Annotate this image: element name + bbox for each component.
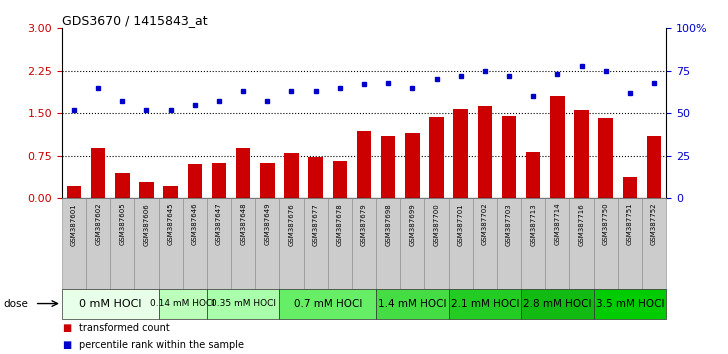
Bar	[357, 131, 371, 198]
Bar	[424, 198, 448, 289]
Bar	[550, 96, 565, 198]
Bar	[593, 289, 666, 319]
Bar	[381, 136, 395, 198]
Text: GSM387698: GSM387698	[385, 203, 391, 246]
Bar	[115, 173, 130, 198]
Text: GSM387752: GSM387752	[651, 203, 657, 245]
Bar	[260, 163, 274, 198]
Bar	[376, 289, 448, 319]
Bar	[618, 198, 642, 289]
Text: GSM387602: GSM387602	[95, 203, 101, 245]
Text: GSM387647: GSM387647	[216, 203, 222, 245]
Text: GSM387716: GSM387716	[579, 203, 585, 246]
Bar	[526, 152, 540, 198]
Text: GSM387645: GSM387645	[167, 203, 174, 245]
Text: 1.4 mM HOCl: 1.4 mM HOCl	[378, 298, 446, 309]
Bar	[642, 198, 666, 289]
Bar	[521, 198, 545, 289]
Bar	[593, 198, 618, 289]
Text: ■: ■	[62, 322, 71, 332]
Bar	[309, 158, 323, 198]
Text: ■: ■	[62, 340, 71, 350]
Bar	[304, 198, 328, 289]
Bar	[188, 164, 202, 198]
Text: GSM387646: GSM387646	[191, 203, 198, 245]
Bar	[86, 198, 110, 289]
Bar	[545, 198, 569, 289]
Text: dose: dose	[4, 298, 28, 309]
Bar	[183, 198, 207, 289]
Bar	[328, 198, 352, 289]
Bar	[236, 148, 250, 198]
Text: GSM387676: GSM387676	[288, 203, 295, 246]
Bar	[405, 133, 419, 198]
Text: GSM387714: GSM387714	[554, 203, 561, 245]
Bar	[448, 289, 521, 319]
Bar	[497, 198, 521, 289]
Bar	[472, 198, 497, 289]
Bar	[333, 161, 347, 198]
Bar	[448, 198, 472, 289]
Text: GSM387677: GSM387677	[312, 203, 319, 246]
Text: GSM387702: GSM387702	[482, 203, 488, 245]
Bar	[62, 289, 159, 319]
Text: GSM387750: GSM387750	[603, 203, 609, 245]
Text: 0.35 mM HOCl: 0.35 mM HOCl	[210, 299, 276, 308]
Text: GDS3670 / 1415843_at: GDS3670 / 1415843_at	[62, 14, 207, 27]
Text: GSM387751: GSM387751	[627, 203, 633, 245]
Text: percentile rank within the sample: percentile rank within the sample	[79, 340, 244, 350]
Text: 0 mM HOCl: 0 mM HOCl	[79, 298, 141, 309]
Bar	[352, 198, 376, 289]
Text: GSM387713: GSM387713	[530, 203, 537, 246]
Bar	[574, 110, 589, 198]
Bar	[231, 198, 256, 289]
Bar	[454, 109, 468, 198]
Bar	[159, 289, 207, 319]
Bar	[139, 182, 154, 198]
Bar	[135, 198, 159, 289]
Bar	[284, 153, 298, 198]
Bar	[256, 198, 280, 289]
Bar	[430, 117, 444, 198]
Bar	[646, 136, 661, 198]
Bar	[207, 289, 280, 319]
Text: GSM387701: GSM387701	[458, 203, 464, 246]
Text: 3.5 mM HOCl: 3.5 mM HOCl	[596, 298, 664, 309]
Bar	[478, 107, 492, 198]
Text: GSM387601: GSM387601	[71, 203, 77, 246]
Text: GSM387679: GSM387679	[361, 203, 367, 246]
Text: GSM387699: GSM387699	[409, 203, 416, 246]
Text: GSM387605: GSM387605	[119, 203, 125, 245]
Bar	[521, 289, 593, 319]
Bar	[163, 186, 178, 198]
Bar	[280, 289, 376, 319]
Bar	[569, 198, 593, 289]
Text: GSM387700: GSM387700	[433, 203, 440, 246]
Text: GSM387649: GSM387649	[264, 203, 270, 245]
Text: 0.14 mM HOCl: 0.14 mM HOCl	[150, 299, 215, 308]
Text: GSM387703: GSM387703	[506, 203, 512, 246]
Bar	[62, 198, 86, 289]
Bar	[502, 115, 516, 198]
Bar	[91, 148, 106, 198]
Bar	[376, 198, 400, 289]
Bar	[598, 118, 613, 198]
Text: 2.8 mM HOCl: 2.8 mM HOCl	[523, 298, 592, 309]
Text: GSM387678: GSM387678	[337, 203, 343, 246]
Bar	[67, 186, 82, 198]
Text: 0.7 mM HOCl: 0.7 mM HOCl	[293, 298, 362, 309]
Bar	[110, 198, 135, 289]
Text: 2.1 mM HOCl: 2.1 mM HOCl	[451, 298, 519, 309]
Bar	[159, 198, 183, 289]
Bar	[212, 163, 226, 198]
Bar	[400, 198, 424, 289]
Bar	[207, 198, 231, 289]
Text: GSM387606: GSM387606	[143, 203, 149, 246]
Bar	[622, 177, 637, 198]
Bar	[280, 198, 304, 289]
Text: GSM387648: GSM387648	[240, 203, 246, 245]
Text: transformed count: transformed count	[79, 322, 170, 332]
